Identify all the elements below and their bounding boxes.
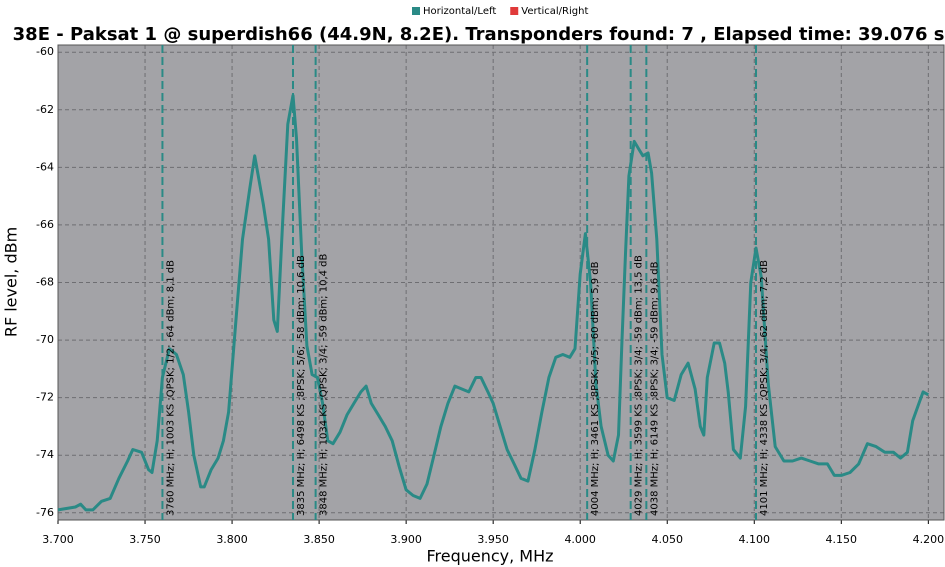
chart-title: 38E - Paksat 1 @ superdish66 (44.9N, 8.2… [13, 24, 945, 45]
series-line [57, 93, 930, 512]
y-tick-label: -66 [36, 218, 54, 231]
y-tick-label: -64 [36, 160, 54, 173]
x-tick-label: 3.800 [216, 533, 248, 546]
y-tick-label: -62 [36, 103, 54, 116]
transponder-label: 3835 MHz; H; 6498 KS ;8PSK; 5/6; -58 dBm… [296, 255, 307, 516]
x-tick-label: 4.200 [913, 533, 945, 546]
x-axis-label: Frequency, MHz [426, 547, 553, 566]
transponder-label: 4004 MHz; H; 3461 KS ;8PSK; 3/5; -60 dBm… [590, 261, 601, 516]
x-tick-label: 4.150 [826, 533, 858, 546]
transponder-label: 3848 MHz; H; 1034 KS ;QPSK; 3/4; -59 dBm… [319, 253, 330, 516]
plot-frame [57, 44, 945, 521]
x-tick-label: 4.000 [564, 533, 596, 546]
x-tick-label: 3.700 [42, 533, 74, 546]
legend-swatch [510, 7, 519, 15]
transponder-label: 3760 MHz; H; 1003 KS ;QPSK; 1/2; -64 dBm… [165, 260, 176, 516]
y-tick-label: -76 [36, 506, 54, 519]
x-tick-label: 3.750 [129, 533, 161, 546]
y-tick-label: -60 [36, 45, 54, 58]
y-tick-label: -70 [36, 333, 54, 346]
transponder-label: 4029 MHz; H; 3599 KS ;8PSK; 3/4; -59 dBm… [634, 255, 645, 516]
x-tick-label: 4.100 [739, 533, 771, 546]
y-tick-label: -74 [36, 448, 54, 461]
transponder-label: 4101 MHz; H; 4338 KS ;QPSK; 3/4; -62 dBm… [759, 260, 770, 516]
x-tick-label: 3.950 [477, 533, 509, 546]
transponder-label: 4038 MHz; H; 6149 KS ;8PSK; 3/4; -59 dBm… [649, 261, 660, 516]
x-tick-label: 3.850 [303, 533, 335, 546]
legend-label: Vertical/Right [521, 6, 588, 17]
legend-label: Horizontal/Left [423, 6, 496, 17]
y-tick-label: -72 [36, 391, 54, 404]
y-axis-label: RF level, dBm [2, 227, 21, 337]
x-tick-label: 4.050 [651, 533, 683, 546]
y-tick-label: -68 [36, 276, 54, 289]
legend-swatch [412, 7, 420, 15]
x-tick-label: 3.900 [390, 533, 422, 546]
